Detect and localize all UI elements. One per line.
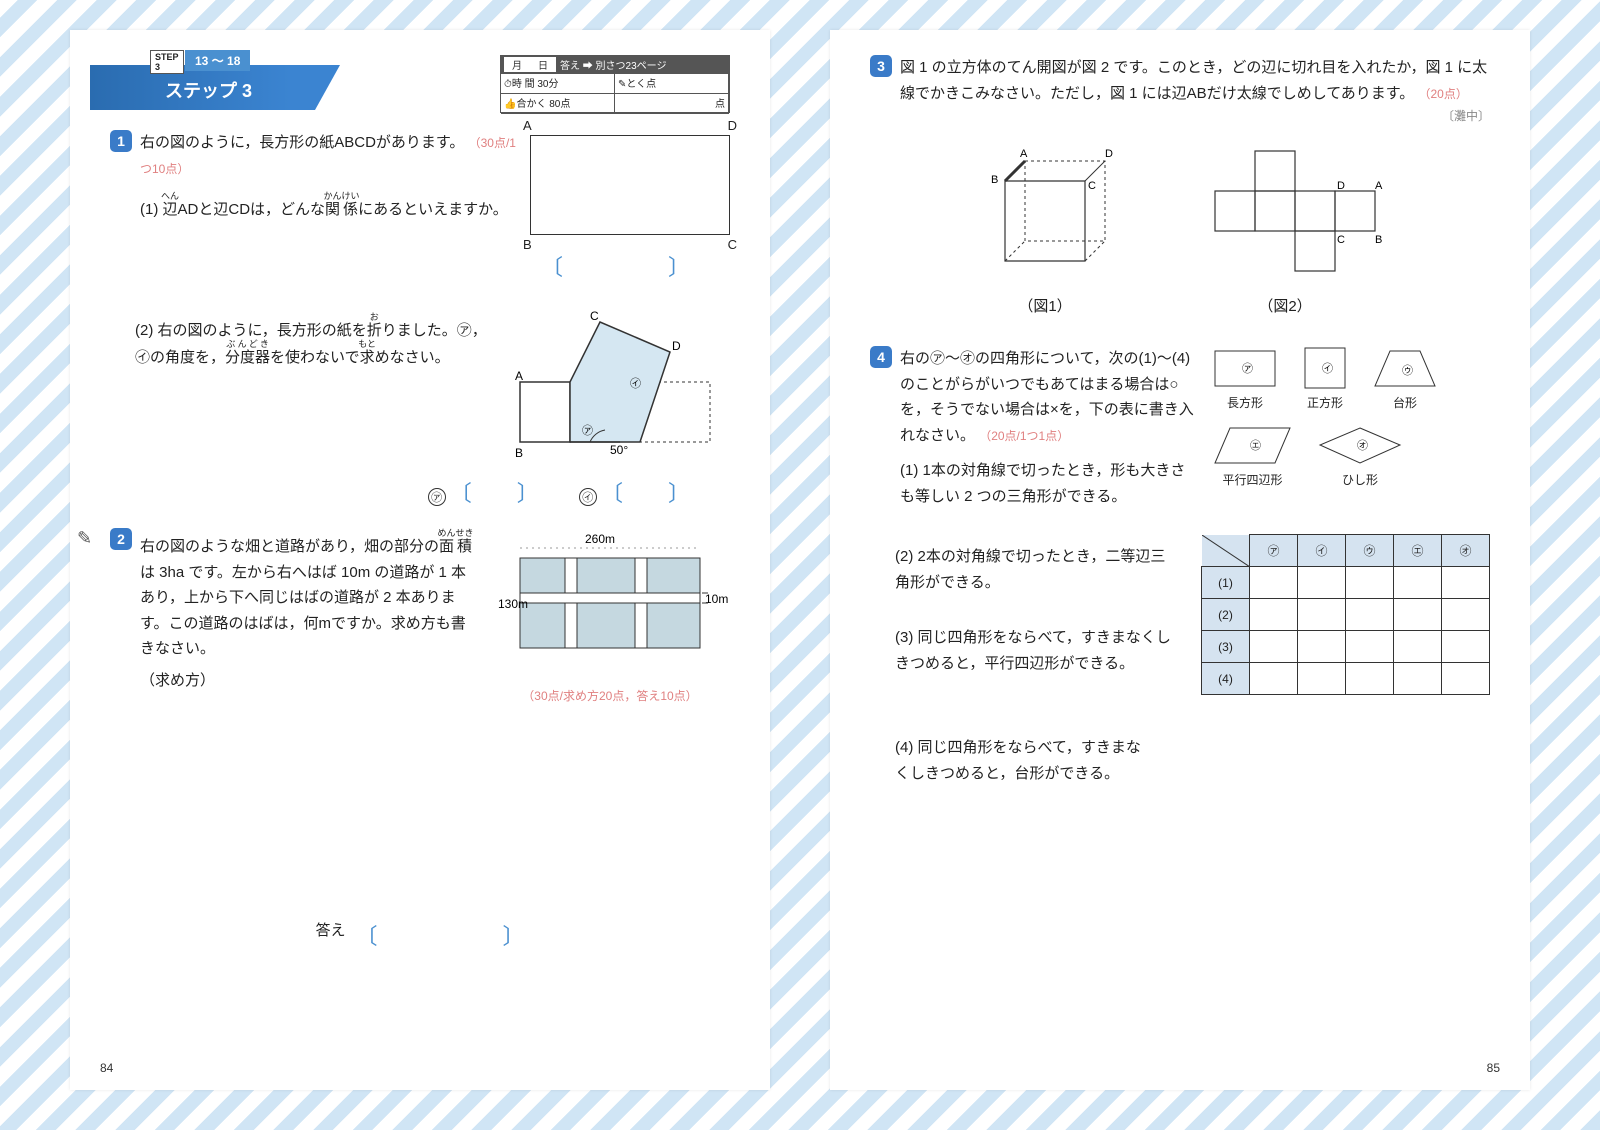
pass-cell: 👍合かく 80点: [501, 94, 615, 114]
q4-4: (4) 同じ四角形をならべて，すきまなくしきつめると，台形ができる。: [895, 735, 1155, 786]
svg-text:㋑: ㋑: [630, 377, 641, 390]
step-title: ステップ 3: [165, 77, 252, 103]
svg-text:㋓: ㋓: [1250, 439, 1261, 452]
q1-1-answer[interactable]: 〔 〕: [110, 250, 690, 282]
time-cell: ⏱時 間 30分: [501, 74, 615, 94]
q4-2: (2) 2本の対角線で切ったとき，二等辺三角形ができる。: [895, 544, 1171, 595]
q3-text: 図 1 の立方体のてん開図が図 2 です。このとき，どの辺に切れ目を入れたか，図…: [900, 59, 1487, 102]
svg-text:10m: 10m: [705, 592, 728, 606]
svg-text:㋔: ㋔: [1357, 439, 1368, 452]
qnum-4: 4: [870, 346, 892, 368]
step-flag: STEP3: [150, 50, 184, 74]
question-2: 2 右の図のような畑と道路があり，畑の部分の面積めんせきは 3ha です。左から…: [110, 528, 730, 704]
q4-3: (3) 同じ四角形をならべて，すきまなくしきつめると，平行四辺形ができる。: [895, 625, 1171, 676]
answer-ref: 答え ➡ 別さつ23ページ: [556, 57, 725, 72]
svg-text:D: D: [1105, 148, 1113, 160]
q4-table[interactable]: ㋐㋑㋒㋓㋔ (1) (2) (3) (4): [1201, 534, 1490, 695]
qnum-3: 3: [870, 55, 892, 77]
header: STEP3 13 ～ 18 ステップ 3 月 日 答え ➡ 別さつ23ページ ⏱…: [110, 55, 730, 115]
q3-fig2: D A C B: [1175, 141, 1395, 291]
svg-text:C: C: [1337, 234, 1345, 246]
score-cell: ✎とく点: [615, 74, 729, 94]
page-num-right: 85: [1487, 1061, 1500, 1075]
page-left: STEP3 13 ～ 18 ステップ 3 月 日 答え ➡ 別さつ23ページ ⏱…: [70, 30, 770, 1090]
svg-text:A: A: [1375, 180, 1383, 192]
q1-2: (2) 右の図のように，長方形の紙を折おりました。㋐，㋑の角度を，分度器ぶんどき…: [135, 312, 500, 466]
q2-howto: （求め方）: [140, 668, 480, 694]
page-right: 3 図 1 の立方体のてん開図が図 2 です。このとき，どの辺に切れ目を入れたか…: [830, 30, 1530, 1090]
svg-text:D: D: [1337, 180, 1345, 192]
svg-text:B: B: [991, 174, 998, 186]
question-3: 3 図 1 の立方体のてん開図が図 2 です。このとき，どの辺に切れ目を入れたか…: [870, 55, 1490, 126]
svg-text:A: A: [515, 369, 523, 383]
q4-1: (1) 1本の対角線で切ったとき，形も大きさも等しい 2 つの三角形ができる。: [900, 458, 1200, 509]
svg-text:A: A: [1020, 148, 1028, 160]
svg-text:㋑: ㋑: [1322, 362, 1333, 375]
svg-text:D: D: [672, 339, 681, 353]
svg-text:㋐: ㋐: [582, 424, 593, 437]
q2-answer[interactable]: 答え 〔 〕: [110, 919, 730, 951]
svg-text:C: C: [590, 309, 599, 323]
q3-figures: A B C D （図1） D A C B: [870, 141, 1490, 316]
header-meta: 月 日 答え ➡ 別さつ23ページ ⏱時 間 30分 ✎とく点 👍合かく 80点…: [500, 55, 730, 113]
qnum-1: 1: [110, 130, 132, 152]
svg-text:50°: 50°: [610, 443, 628, 457]
svg-text:㋐: ㋐: [1242, 362, 1253, 375]
question-1: 1 右の図のように，長方形の紙ABCDがあります。 （30点/1つ10点） (1…: [110, 130, 730, 235]
step-range: 13 ～ 18: [185, 50, 250, 71]
q3-fig1: A B C D: [965, 141, 1125, 291]
q1-text: 右の図のように，長方形の紙ABCDがあります。: [140, 134, 464, 151]
q1-figure-rect: A D B C: [530, 130, 730, 235]
question-4: 4 右の㋐～㋔の四角形について，次の(1)～(4)のことがらがいつでもあてはまる…: [870, 346, 1490, 509]
q1-2-answer[interactable]: ㋐ 〔 〕 ㋑ 〔 〕: [110, 476, 690, 508]
svg-text:130m: 130m: [498, 597, 528, 611]
svg-text:C: C: [1088, 180, 1096, 192]
q2-figure: 260m 130m 10m （30点/求め方20点，答え10点）: [490, 528, 730, 704]
q3-source: 〔灘中〕: [1442, 106, 1490, 126]
page-num-left: 84: [100, 1061, 113, 1075]
svg-text:㋒: ㋒: [1402, 364, 1413, 377]
q2-work-area[interactable]: [110, 719, 730, 919]
day-label: 日: [530, 57, 556, 72]
qnum-2: 2: [110, 528, 132, 550]
month-label: 月: [504, 57, 530, 72]
svg-text:B: B: [515, 446, 523, 460]
svg-text:260m: 260m: [585, 532, 615, 546]
point-unit: 点: [615, 94, 729, 114]
q4-shapes: ㋐長方形 ㋑正方形 ㋒台形 ㋓平行四辺形 ㋔ひし形: [1210, 346, 1440, 509]
q1-1-text: ADと辺CDは，どんな: [178, 201, 326, 218]
svg-text:B: B: [1375, 234, 1382, 246]
q1-1-num: (1): [140, 201, 158, 218]
q1-2-figure: A B C D ㋐ ㋑ 50°: [510, 302, 730, 466]
